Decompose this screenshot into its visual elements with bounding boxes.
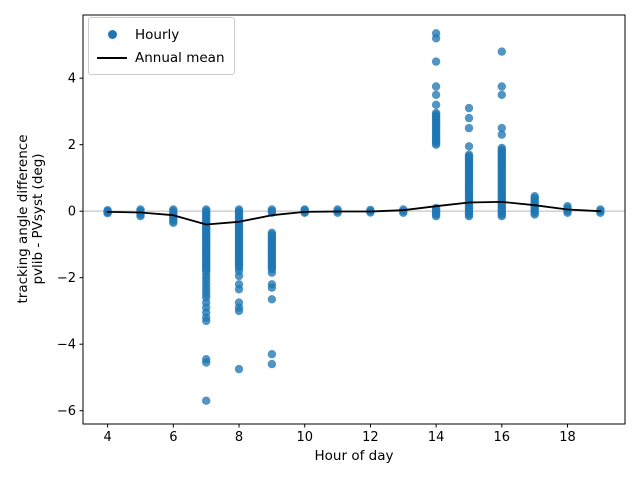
scatter-point	[366, 205, 375, 215]
scatter-point	[497, 143, 506, 153]
legend-handle	[96, 30, 128, 39]
scatter-point	[464, 113, 474, 123]
y-tick-label: 0	[68, 205, 76, 220]
y-tick-label: 2	[68, 138, 76, 153]
legend-label-annual-mean: Annual mean	[135, 49, 225, 66]
scatter-point	[169, 205, 178, 214]
scatter-point	[234, 364, 244, 374]
y-tick-label: 4	[68, 72, 76, 87]
x-axis-label: Hour of day	[314, 448, 394, 464]
scatter-point	[497, 82, 506, 91]
scatter-point	[431, 203, 441, 213]
annual-mean-line	[106, 200, 602, 226]
scatter-point	[267, 295, 277, 304]
scatter-point	[464, 103, 474, 113]
y-axis-label-line1: tracking angle difference	[15, 134, 31, 304]
y-axis-label-line2: pvlib - PVsyst (deg)	[30, 153, 46, 285]
x-tick-label: 12	[362, 430, 379, 445]
scatter-point	[431, 108, 441, 118]
scatter-point	[431, 82, 441, 91]
scatter-point	[464, 142, 474, 151]
scatter-point	[431, 29, 441, 38]
scatter-point	[497, 90, 506, 100]
legend-item-hourly: Hourly	[96, 23, 225, 46]
scatter-point	[464, 150, 474, 159]
x-tick-label: 14	[428, 430, 445, 445]
scatter-point	[234, 285, 244, 294]
line-marker-icon	[97, 56, 127, 59]
x-tick-label: 18	[559, 430, 576, 445]
scatter-point	[431, 100, 441, 110]
legend: Hourly Annual mean	[88, 17, 235, 75]
x-tick-label: 4	[103, 430, 111, 445]
scatter-point	[497, 130, 506, 139]
legend-item-annual-mean: Annual mean	[96, 46, 225, 69]
y-tick-label: −6	[57, 404, 76, 419]
y-tick-label: −2	[57, 271, 76, 286]
scatter-point	[202, 396, 211, 405]
scatter-point	[234, 306, 244, 316]
scatter-point	[497, 123, 506, 133]
scatter-point	[431, 57, 441, 66]
scatter-point	[596, 205, 605, 214]
scatter-point	[267, 268, 277, 277]
scatter-point	[267, 283, 277, 292]
scatter-marker-icon	[107, 30, 117, 39]
scatter-point	[431, 90, 441, 100]
axes-spines	[82, 14, 626, 425]
x-tick-label: 6	[169, 430, 177, 445]
x-tick-label: 16	[494, 430, 511, 445]
legend-label-hourly: Hourly	[135, 26, 180, 43]
scatter-point	[333, 205, 342, 214]
scatter-point	[202, 358, 211, 367]
scatter-point	[530, 192, 539, 201]
x-tick-label: 10	[296, 430, 313, 445]
scatter-points	[103, 29, 605, 405]
scatter-point	[497, 47, 506, 56]
y-axis-label: tracking angle difference pvlib - PVsyst…	[15, 134, 46, 304]
scatter-point	[267, 350, 277, 359]
scatter-point	[103, 206, 112, 215]
scatter-point	[563, 202, 572, 211]
scatter-point	[202, 316, 211, 326]
scatter-point	[234, 271, 244, 281]
x-tick-label: 8	[235, 430, 243, 445]
y-tick-label: −4	[57, 338, 76, 353]
scatter-point	[267, 359, 277, 369]
scatter-point	[464, 123, 474, 133]
legend-handle	[96, 56, 128, 59]
